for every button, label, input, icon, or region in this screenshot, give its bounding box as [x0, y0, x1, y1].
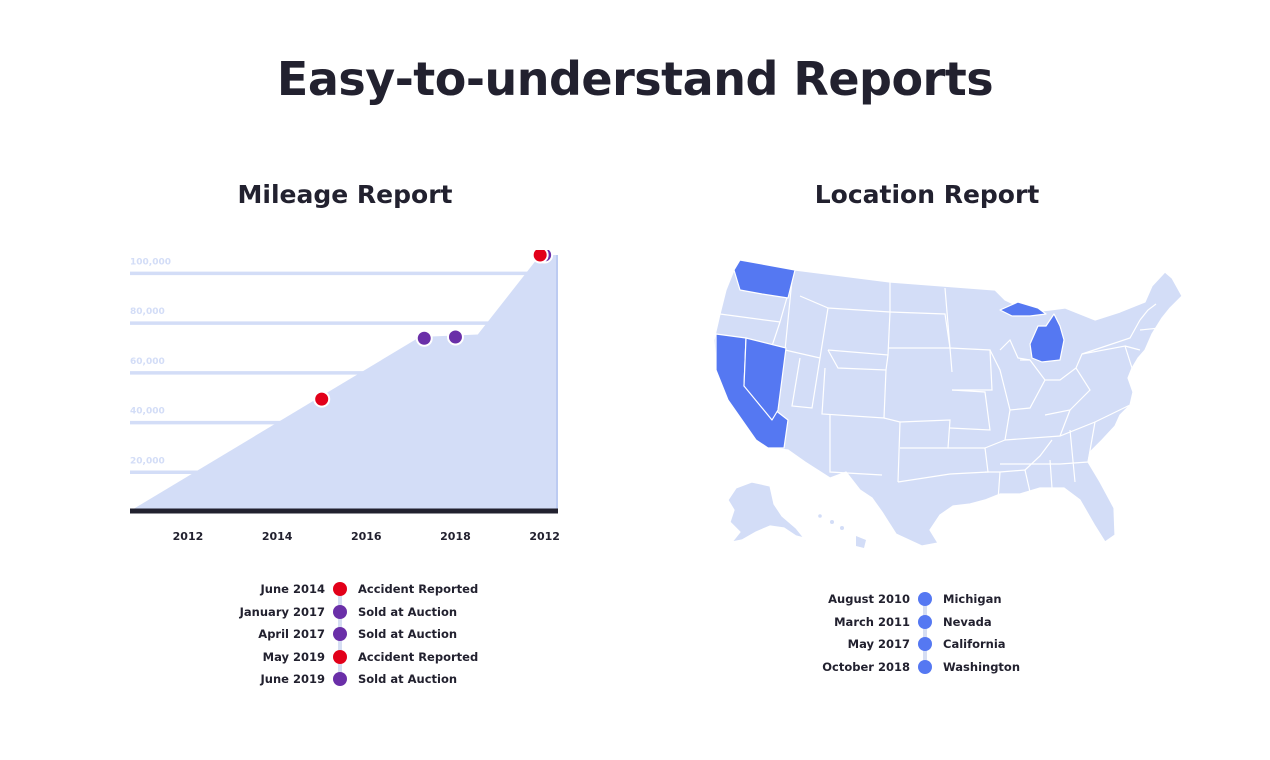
legend-date: January 2017: [239, 604, 325, 619]
x-tick-label: 2016: [351, 530, 382, 543]
accident-dot: [333, 582, 347, 596]
legend-date: May 2017: [847, 637, 910, 652]
legend-row: June 2019 Sold at Auction: [215, 668, 478, 691]
y-tick-label: 80,000: [130, 307, 165, 317]
legend-date: May 2019: [262, 649, 325, 664]
location-dot: [918, 614, 932, 629]
x-tick-label: 2012: [173, 530, 204, 543]
legend-event: Sold at Auction: [358, 672, 458, 687]
mileage-area: [130, 254, 558, 511]
x-tick-label: 2014: [262, 530, 293, 543]
y-tick-label: 60,000: [130, 357, 165, 367]
legend-date: August 2010: [828, 592, 910, 607]
event-marker: [446, 328, 464, 346]
legend-event: Washington: [943, 659, 1021, 674]
x-tick-label: 2018: [440, 530, 471, 543]
legend-event: Sold at Auction: [358, 627, 458, 642]
hawaii-island: [840, 526, 844, 530]
x-tick-labels: 2012 2014 2016 2018 2012: [173, 530, 560, 543]
legend-event: Nevada: [943, 614, 992, 629]
auction-dot: [333, 672, 347, 686]
state-michigan: [1029, 313, 1065, 363]
y-tick-label: 100,000: [130, 257, 171, 267]
legend-event: California: [943, 637, 1006, 652]
y-tick-label: 40,000: [130, 407, 165, 417]
legend-date: March 2011: [834, 614, 910, 629]
michigan-upper: [999, 301, 1047, 317]
legend-event: Michigan: [943, 592, 1002, 607]
event-markers: [313, 250, 554, 408]
legend-row: October 2018 Washington: [800, 655, 1021, 679]
x-tick-label: 2012: [529, 530, 560, 543]
state-washington: [733, 259, 796, 299]
hawaii-island: [830, 520, 834, 524]
legend-date: October 2018: [822, 659, 910, 674]
legend-row: June 2014 Accident Reported: [215, 578, 478, 601]
legend-row: April 2017 Sold at Auction: [215, 623, 478, 646]
y-tick-label: 20,000: [130, 456, 165, 466]
auction-dot: [333, 604, 347, 619]
hawaii-island: [818, 514, 822, 518]
event-marker: [531, 250, 549, 264]
page-title: Easy-to-understand Reports: [276, 52, 994, 106]
event-marker: [415, 329, 433, 347]
legend-date: April 2017: [258, 627, 325, 642]
legend-row: March 2011 Nevada: [800, 610, 1020, 633]
legend-event: Accident Reported: [358, 582, 479, 597]
map-states-default: [713, 259, 1183, 548]
us-mainland: [713, 259, 1183, 547]
location-legend: August 2010 Michigan March 2011 Nevada M…: [800, 588, 1020, 678]
location-dot: [918, 659, 932, 674]
mileage-area-layer: [130, 254, 558, 511]
location-report-title: Location Report: [814, 180, 1040, 209]
legend-date: June 2019: [260, 672, 325, 687]
event-marker: [313, 390, 331, 408]
y-tick-labels: 100,000 80,000 60,000 40,000 20,000: [130, 257, 171, 466]
highlighted-states: [715, 259, 1065, 449]
alaska: [727, 481, 805, 543]
mileage-legend: June 2014 Accident Reported January 2017…: [215, 578, 478, 691]
legend-date: June 2014: [260, 582, 325, 597]
accident-dot: [333, 649, 347, 664]
hawaii-big-island: [856, 536, 866, 548]
legend-event: Accident Reported: [358, 649, 479, 664]
legend-event: Sold at Auction: [358, 604, 458, 619]
auction-dot: [333, 627, 347, 641]
legend-row: May 2017 California: [800, 633, 1020, 656]
mileage-chart: 100,000 80,000 60,000 40,000 20,000 2012 2014…: [130, 250, 560, 543]
location-dot: [918, 637, 932, 651]
mileage-report-title: Mileage Report: [237, 180, 453, 209]
legend-row: January 2017 Sold at Auction: [215, 600, 478, 623]
legend-row: May 2019 Accident Reported: [215, 645, 479, 668]
legend-row: August 2010 Michigan: [800, 588, 1020, 611]
us-location-map: [713, 259, 1183, 548]
state-nevada: [743, 337, 787, 421]
location-dot: [918, 592, 932, 606]
